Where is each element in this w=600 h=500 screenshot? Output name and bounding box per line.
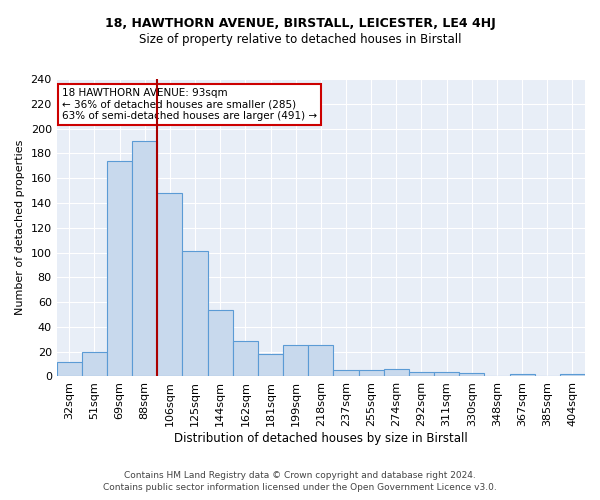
Bar xyxy=(56,362,82,376)
Bar xyxy=(208,310,233,376)
Bar xyxy=(359,370,384,376)
Bar xyxy=(509,374,535,376)
Bar xyxy=(459,372,484,376)
Bar xyxy=(308,346,334,376)
X-axis label: Distribution of detached houses by size in Birstall: Distribution of detached houses by size … xyxy=(174,432,468,445)
Bar xyxy=(258,354,283,376)
Bar xyxy=(157,193,182,376)
Text: 18, HAWTHORN AVENUE, BIRSTALL, LEICESTER, LE4 4HJ: 18, HAWTHORN AVENUE, BIRSTALL, LEICESTER… xyxy=(104,18,496,30)
Text: Size of property relative to detached houses in Birstall: Size of property relative to detached ho… xyxy=(139,32,461,46)
Bar xyxy=(182,252,208,376)
Text: Contains public sector information licensed under the Open Government Licence v3: Contains public sector information licen… xyxy=(103,484,497,492)
Bar xyxy=(233,340,258,376)
Bar xyxy=(434,372,459,376)
Bar xyxy=(334,370,359,376)
Bar xyxy=(560,374,585,376)
Bar xyxy=(283,346,308,376)
Bar xyxy=(384,369,409,376)
Bar xyxy=(409,372,434,376)
Bar xyxy=(132,141,157,376)
Bar xyxy=(107,161,132,376)
Text: 18 HAWTHORN AVENUE: 93sqm
← 36% of detached houses are smaller (285)
63% of semi: 18 HAWTHORN AVENUE: 93sqm ← 36% of detac… xyxy=(62,88,317,121)
Y-axis label: Number of detached properties: Number of detached properties xyxy=(15,140,25,316)
Bar xyxy=(82,352,107,376)
Text: Contains HM Land Registry data © Crown copyright and database right 2024.: Contains HM Land Registry data © Crown c… xyxy=(124,471,476,480)
